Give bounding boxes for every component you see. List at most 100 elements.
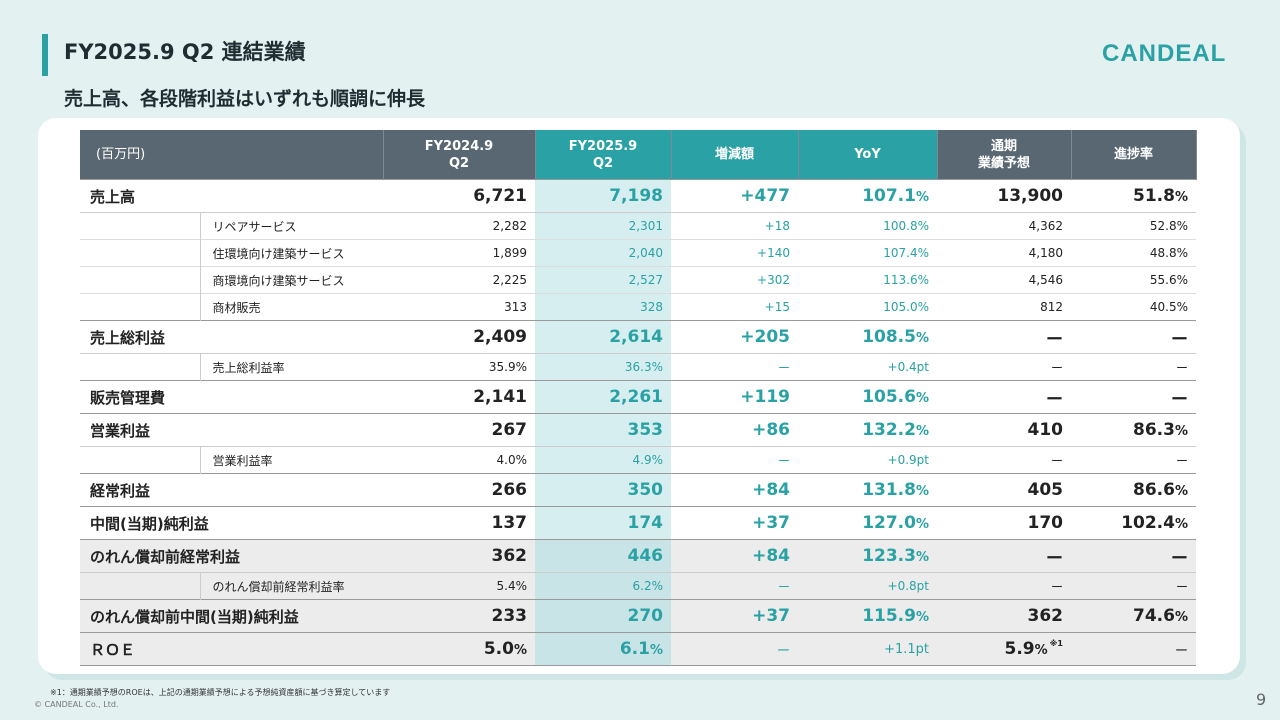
cell-diff: +18: [671, 212, 798, 240]
cell-fy2025: 446: [535, 539, 671, 573]
cell-fy2025: 6.2%: [535, 572, 671, 600]
cell-fy2025: 2,527: [535, 266, 671, 294]
page-subtitle: 売上高、各段階利益はいずれも順調に伸長: [64, 88, 426, 110]
cell-fy2025: 36.3%: [535, 353, 671, 381]
cell-fy2024: 2,409: [383, 320, 535, 354]
cell-yoy: +1.1pt: [798, 632, 937, 666]
cell-diff: +84: [671, 539, 798, 573]
cell-fy2025: 350: [535, 473, 671, 507]
diff-header: 増減額: [671, 130, 799, 180]
cell-diff: ー: [671, 632, 798, 666]
cell-yoy: 108.5%: [798, 320, 937, 354]
cell-forecast: ー: [937, 380, 1071, 414]
cell-fy2025: 328: [535, 293, 671, 321]
table-row: のれん償却前中間(当期)純利益 233 270 +37 115.9% 362 7…: [80, 599, 1196, 633]
cell-fy2025: 2,301: [535, 212, 671, 240]
cell-diff: +86: [671, 413, 798, 447]
cell-progress: ー: [1071, 320, 1196, 354]
row-label: 営業利益: [80, 413, 383, 447]
row-label: 中間(当期)純利益: [80, 506, 383, 540]
cell-fy2024: 2,282: [383, 212, 535, 240]
cell-yoy: +0.9pt: [798, 446, 937, 474]
row-label: 住環境向け建築サービス: [199, 239, 383, 267]
cell-progress: ー: [1071, 539, 1196, 573]
table-row: のれん償却前経常利益率 5.4% 6.2% ー +0.8pt ー ー: [80, 572, 1196, 600]
cell-progress: 86.6%: [1071, 473, 1196, 507]
cell-diff: +84: [671, 473, 798, 507]
cell-forecast: 13,900: [937, 179, 1071, 213]
footnote-marker: ※1: [1049, 639, 1063, 648]
cell-forecast: 5.9% ※1: [937, 632, 1071, 666]
cell-fy2024: 35.9%: [383, 353, 535, 381]
cell-forecast: 4,180: [937, 239, 1071, 267]
row-label: のれん償却前経常利益: [80, 539, 383, 573]
unit-header: (百万円): [80, 130, 384, 180]
footnote: ※1：通期業績予想のROEは、上記の通期業績予想による予想純資産額に基づき算定し…: [50, 688, 391, 697]
cell-yoy: +0.4pt: [798, 353, 937, 381]
row-label: のれん償却前経常利益率: [199, 572, 383, 600]
yoy-header: YoY: [798, 130, 938, 180]
table-row: 売上総利益 2,409 2,614 +205 108.5% ー ー: [80, 320, 1196, 354]
table-row: 営業利益率 4.0% 4.9% ー +0.9pt ー ー: [80, 446, 1196, 474]
page-number: 9: [1256, 690, 1267, 709]
cell-fy2024: 267: [383, 413, 535, 447]
cell-fy2025: 270: [535, 599, 671, 633]
cell-fy2024: 6,721: [383, 179, 535, 213]
cell-fy2025: 174: [535, 506, 671, 540]
row-label: 販売管理費: [80, 380, 383, 414]
cell-progress: 55.6%: [1071, 266, 1196, 294]
cell-fy2025: 353: [535, 413, 671, 447]
cell-yoy: 105.6%: [798, 380, 937, 414]
cell-forecast: 405: [937, 473, 1071, 507]
cell-fy2024: 5.4%: [383, 572, 535, 600]
cell-yoy: 127.0%: [798, 506, 937, 540]
cell-fy2024: 2,141: [383, 380, 535, 414]
cell-progress: ー: [1071, 572, 1196, 600]
cell-fy2025: 7,198: [535, 179, 671, 213]
cell-yoy: 115.9%: [798, 599, 937, 633]
table-row: リペアサービス 2,282 2,301 +18 100.8% 4,362 52.…: [80, 212, 1196, 240]
candeal-logo: CANDEAL: [1102, 40, 1227, 67]
cell-progress: 86.3%: [1071, 413, 1196, 447]
title-accent-bar: [42, 34, 48, 76]
row-label: 経常利益: [80, 473, 383, 507]
cell-forecast: ー: [937, 353, 1071, 381]
copyright: © CANDEAL Co., Ltd.: [34, 700, 119, 709]
cell-progress: ー: [1071, 632, 1196, 666]
cell-diff: +15: [671, 293, 798, 321]
cell-fy2024: 2,225: [383, 266, 535, 294]
table-row: ＲＯＥ 5.0% 6.1% ー +1.1pt 5.9% ※1 ー: [80, 632, 1196, 666]
cell-forecast: ー: [937, 572, 1071, 600]
cell-yoy: +0.8pt: [798, 572, 937, 600]
cell-progress: 48.8%: [1071, 239, 1196, 267]
cell-forecast: 362: [937, 599, 1071, 633]
cell-forecast: ー: [937, 446, 1071, 474]
row-label: 売上総利益率: [199, 353, 383, 381]
cell-yoy: 113.6%: [798, 266, 937, 294]
cell-fy2024: 4.0%: [383, 446, 535, 474]
row-label: 商環境向け建築サービス: [199, 266, 383, 294]
table-row: 商材販売 313 328 +15 105.0% 812 40.5%: [80, 293, 1196, 321]
row-label: リペアサービス: [199, 212, 383, 240]
row-label: 営業利益率: [199, 446, 383, 474]
cell-yoy: 107.1%: [798, 179, 937, 213]
page-title: FY2025.9 Q2 連結業績: [64, 40, 306, 64]
row-label: 売上高: [80, 179, 383, 213]
cell-progress: ー: [1071, 353, 1196, 381]
cell-diff: +119: [671, 380, 798, 414]
financial-results-table: (百万円) FY2024.9 Q2 FY2025.9 Q2 増減額 YoY 通期 業績…: [80, 130, 1197, 666]
cell-yoy: 107.4%: [798, 239, 937, 267]
row-label: ＲＯＥ: [80, 632, 383, 666]
cell-progress: 74.6%: [1071, 599, 1196, 633]
cell-diff: ー: [671, 353, 798, 381]
cell-forecast: 170: [937, 506, 1071, 540]
cell-fy2024: 137: [383, 506, 535, 540]
table-row: 販売管理費 2,141 2,261 +119 105.6% ー ー: [80, 380, 1196, 414]
table-row: 中間(当期)純利益 137 174 +37 127.0% 170 102.4%: [80, 506, 1196, 540]
cell-fy2024: 266: [383, 473, 535, 507]
cell-fy2025: 2,040: [535, 239, 671, 267]
cell-progress: ー: [1071, 446, 1196, 474]
cell-fy2024: 1,899: [383, 239, 535, 267]
cell-progress: 40.5%: [1071, 293, 1196, 321]
cell-yoy: 132.2%: [798, 413, 937, 447]
